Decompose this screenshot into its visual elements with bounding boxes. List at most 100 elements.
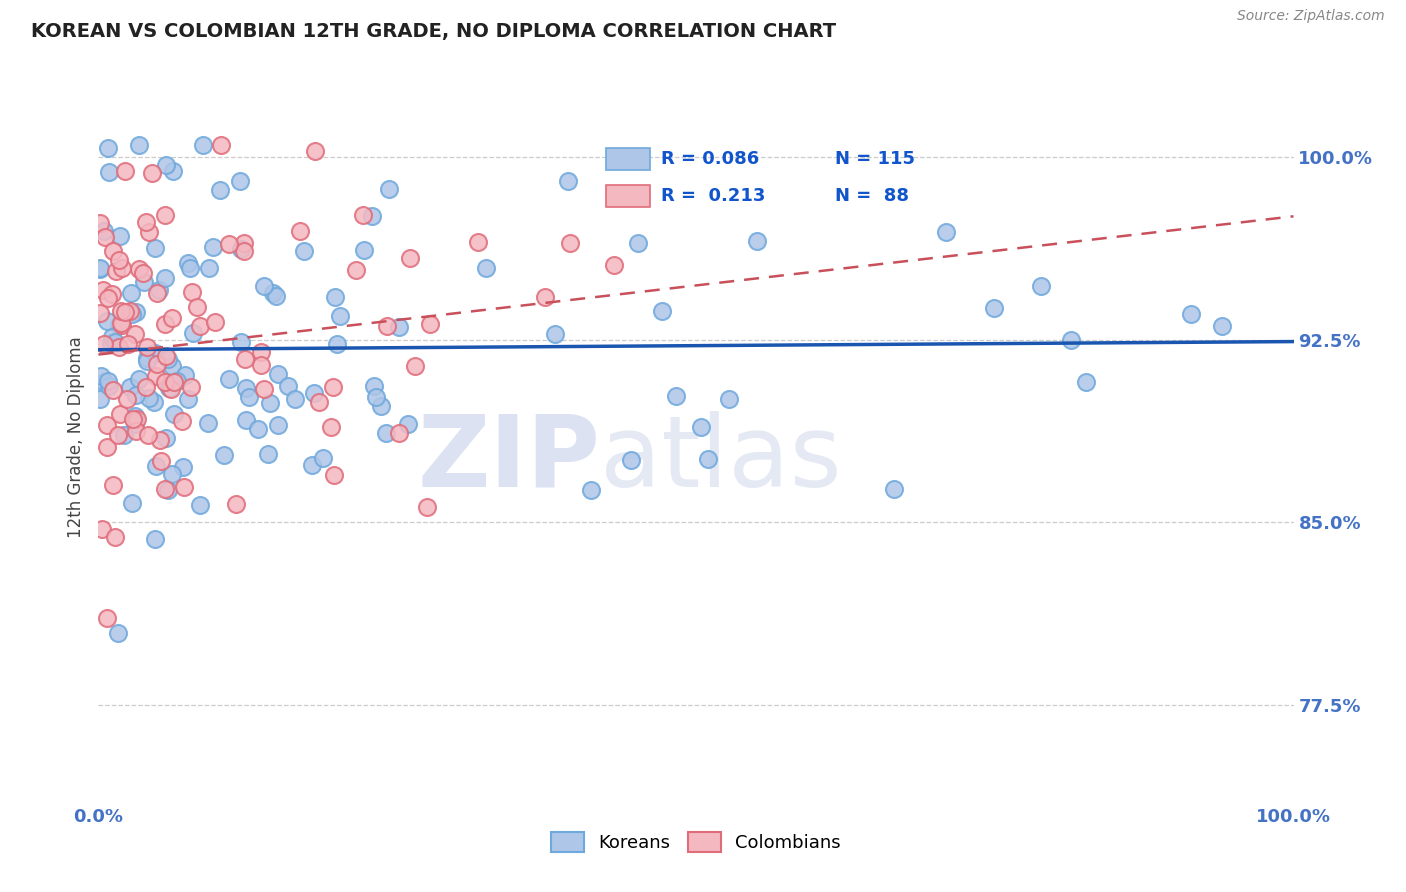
Point — [103, 478, 125, 492]
Point — [176, 256, 198, 270]
Point — [155, 159, 177, 173]
Point — [128, 261, 150, 276]
Point — [1029, 279, 1052, 293]
Point — [115, 392, 138, 406]
Point — [128, 372, 150, 386]
Point — [208, 183, 231, 197]
Point — [162, 359, 184, 374]
Point — [352, 208, 374, 222]
Point — [162, 164, 184, 178]
Point — [101, 383, 124, 397]
Point — [89, 261, 111, 276]
Point — [603, 258, 626, 272]
Point — [155, 375, 177, 389]
Point — [148, 433, 170, 447]
Point — [238, 390, 260, 404]
Point — [138, 225, 160, 239]
Point — [747, 234, 769, 248]
Point — [122, 412, 145, 426]
Point — [301, 458, 323, 472]
Point — [121, 308, 143, 322]
Point — [98, 379, 121, 393]
Point — [146, 357, 169, 371]
Point — [198, 260, 221, 275]
Point — [107, 340, 129, 354]
Point — [174, 368, 197, 383]
Point — [145, 241, 167, 255]
Point — [136, 353, 159, 368]
Point — [344, 263, 367, 277]
Point — [186, 300, 208, 314]
Point — [155, 208, 177, 222]
Point — [112, 428, 135, 442]
Point — [145, 458, 167, 473]
Point — [288, 224, 311, 238]
Point — [197, 417, 219, 431]
Point — [690, 420, 713, 434]
Point — [627, 236, 650, 251]
Point — [145, 345, 167, 359]
Point — [124, 417, 146, 431]
Point — [250, 358, 273, 372]
Point — [370, 400, 392, 414]
Point — [416, 500, 439, 514]
Point — [89, 306, 111, 320]
Point — [1180, 308, 1202, 322]
Point — [121, 285, 143, 300]
Point — [107, 428, 129, 442]
Point — [100, 336, 122, 351]
Point — [1060, 333, 1083, 347]
Point — [180, 379, 202, 393]
Point — [125, 425, 148, 439]
Point — [326, 336, 349, 351]
Point — [98, 164, 121, 178]
Point — [90, 368, 112, 383]
Point — [93, 337, 115, 351]
Text: atlas: atlas — [600, 410, 842, 508]
Point — [114, 305, 136, 319]
Point — [100, 330, 122, 344]
Point — [108, 408, 131, 422]
Point — [253, 382, 276, 396]
Point — [375, 318, 398, 333]
Point — [177, 392, 200, 407]
Point — [322, 380, 344, 394]
Point — [534, 290, 557, 304]
Point — [375, 425, 398, 440]
Point — [91, 284, 114, 298]
Point — [153, 317, 176, 331]
Point — [544, 326, 567, 341]
Point — [93, 229, 115, 244]
Point — [233, 352, 256, 367]
Point — [156, 352, 179, 367]
Point — [475, 261, 498, 276]
Point — [353, 243, 375, 257]
Y-axis label: 12th Grade, No Diploma: 12th Grade, No Diploma — [67, 336, 86, 538]
Point — [136, 351, 159, 365]
Point — [883, 483, 905, 497]
Point — [935, 225, 957, 239]
Point — [419, 318, 441, 332]
Point — [132, 275, 155, 289]
Point — [89, 261, 111, 276]
Point — [257, 446, 280, 460]
Point — [108, 252, 131, 267]
Point — [292, 244, 315, 258]
Point — [467, 235, 489, 249]
Point — [153, 270, 176, 285]
Point — [103, 334, 125, 349]
Point — [188, 498, 211, 512]
Point — [124, 326, 146, 341]
Point — [107, 625, 129, 640]
Point — [97, 141, 120, 155]
Point — [253, 279, 276, 293]
Point — [202, 240, 225, 254]
Point — [163, 407, 186, 421]
Point — [717, 392, 740, 406]
Legend: Koreans, Colombians: Koreans, Colombians — [544, 824, 848, 860]
Point — [267, 368, 290, 382]
Point — [141, 166, 163, 180]
Text: KOREAN VS COLOMBIAN 12TH GRADE, NO DIPLOMA CORRELATION CHART: KOREAN VS COLOMBIAN 12TH GRADE, NO DIPLO… — [31, 22, 837, 41]
Point — [329, 309, 352, 323]
Point — [235, 413, 257, 427]
